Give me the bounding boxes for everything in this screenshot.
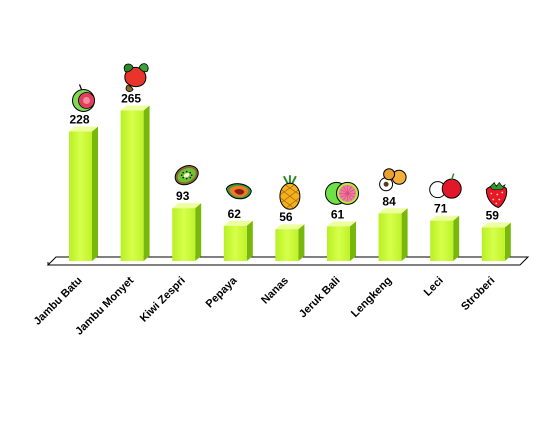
strawberry-icon xyxy=(485,181,508,209)
bar-top xyxy=(327,221,356,227)
bar xyxy=(69,131,92,261)
bar-top xyxy=(275,224,305,230)
bar xyxy=(481,227,505,261)
bar-side xyxy=(246,220,253,261)
longan-icon xyxy=(379,168,407,192)
bar-top xyxy=(69,126,98,132)
bar-side xyxy=(350,221,356,261)
papaya-icon xyxy=(225,183,252,200)
bar xyxy=(120,110,144,261)
x-tick-label: Jeruk Bali xyxy=(297,275,343,321)
value-labels-group: 228 265 93 62 56 61 84 71 59 xyxy=(69,91,499,224)
guava-icon xyxy=(72,84,95,112)
bar xyxy=(327,226,350,261)
x-tick-label: Lengkeng xyxy=(349,275,394,320)
bar xyxy=(378,213,402,261)
bar xyxy=(172,208,196,261)
bar-side xyxy=(504,222,511,261)
bar-top xyxy=(120,105,150,111)
x-tick-label: Nanas xyxy=(259,275,291,307)
bar xyxy=(275,229,299,261)
data-label: 93 xyxy=(176,189,190,203)
bar-side xyxy=(401,208,408,261)
bar-side xyxy=(92,126,98,261)
data-label: 228 xyxy=(69,112,89,126)
bar-side xyxy=(195,203,202,261)
bar-top xyxy=(481,222,511,228)
lychee-icon xyxy=(429,173,462,199)
data-label: 71 xyxy=(434,202,448,216)
kiwi-icon xyxy=(174,165,199,186)
bar-side xyxy=(453,215,460,261)
x-tick-label: Jambu Batu xyxy=(32,275,85,328)
x-tick-label: Pepaya xyxy=(204,274,240,310)
x-tick-label: Leci xyxy=(422,275,446,299)
bar-top xyxy=(172,203,202,209)
bar xyxy=(430,220,454,261)
data-label: 59 xyxy=(486,208,500,222)
pineapple-icon xyxy=(279,175,301,210)
bar-top xyxy=(223,220,253,226)
data-label: 56 xyxy=(279,210,293,224)
x-tick-label: Kiwi Zespri xyxy=(138,275,188,325)
bar-side xyxy=(143,105,150,261)
bar-top xyxy=(378,208,408,214)
data-label: 84 xyxy=(382,194,396,208)
pomelo-icon xyxy=(325,181,359,205)
bar xyxy=(223,225,247,261)
data-label: 265 xyxy=(121,91,141,105)
x-tick-label: Stroberi xyxy=(459,275,497,313)
data-label: 62 xyxy=(228,207,242,221)
bars-group xyxy=(69,105,511,261)
bar-top xyxy=(430,215,460,221)
data-label: 61 xyxy=(331,207,345,221)
bar-side xyxy=(298,224,305,261)
icons-group xyxy=(72,63,508,210)
cashew-apple-icon xyxy=(123,63,149,92)
